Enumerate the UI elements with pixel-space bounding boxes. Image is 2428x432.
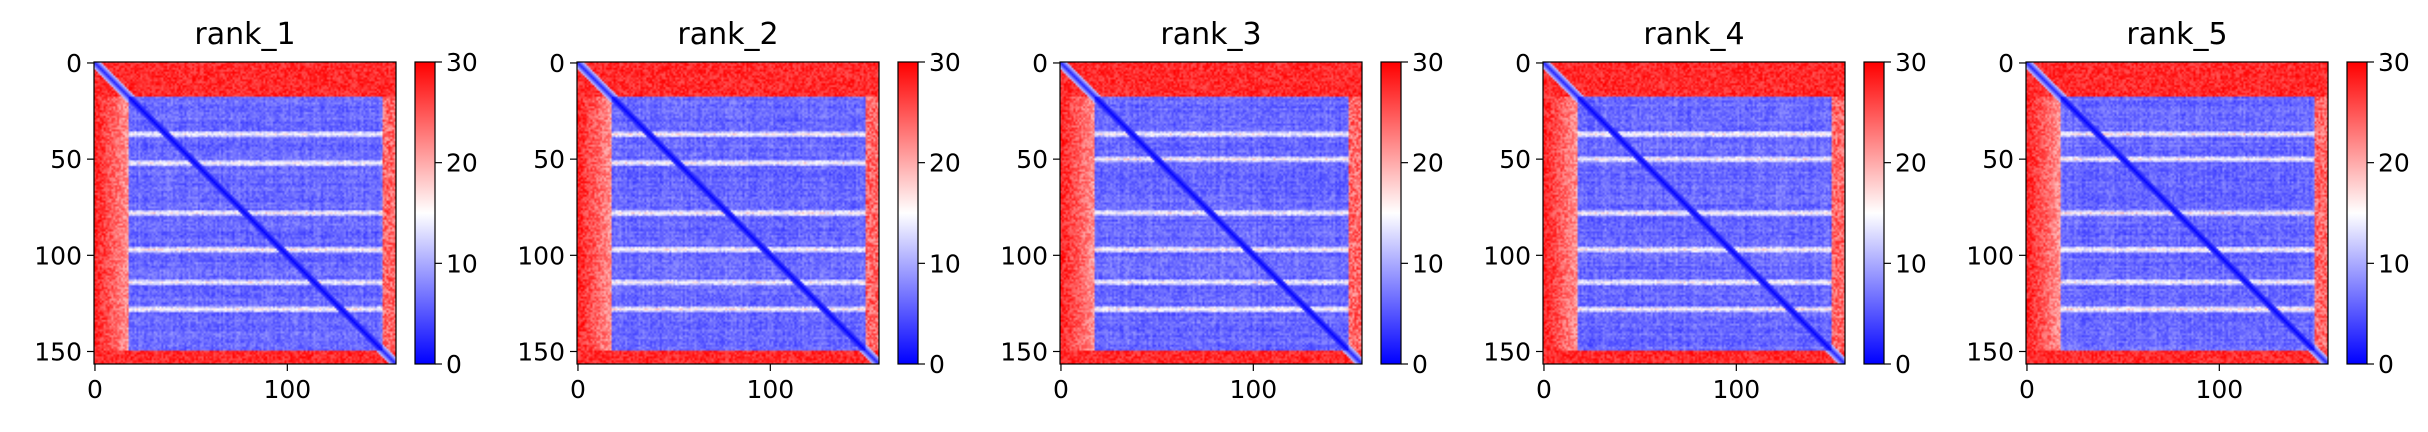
colorbar xyxy=(414,61,436,365)
colorbar-tick-label: 10 xyxy=(929,249,961,278)
x-tick-label: 0 xyxy=(1053,375,1069,404)
y-tick-label: 50 xyxy=(1016,145,1048,174)
colorbar-tick-label: 10 xyxy=(2378,249,2410,278)
y-tick-label: 0 xyxy=(1032,49,1048,78)
colorbar-tick-label: 20 xyxy=(2378,149,2410,178)
chart-title: rank_2 xyxy=(677,17,778,52)
y-tick-label: 0 xyxy=(66,49,82,78)
axes-frame xyxy=(1542,61,1846,365)
colorbar-tick-label: 30 xyxy=(2378,48,2410,77)
y-tick-label: 0 xyxy=(549,49,565,78)
colorbar-tick-label: 10 xyxy=(1895,249,1927,278)
y-tick-label: 100 xyxy=(1483,241,1531,270)
y-tick-label: 50 xyxy=(50,145,82,174)
colorbar xyxy=(1863,61,1885,365)
chart-title: rank_3 xyxy=(1160,17,1261,52)
heatmap-image xyxy=(1060,62,1362,364)
x-tick-label: 100 xyxy=(2195,375,2243,404)
axes-frame xyxy=(576,61,880,365)
y-tick-label: 150 xyxy=(1000,337,1048,366)
x-tick-label: 100 xyxy=(1712,375,1760,404)
y-tick-label: 50 xyxy=(1982,145,2014,174)
colorbar-tick-label: 30 xyxy=(1895,48,1927,77)
heatmap-image xyxy=(577,62,879,364)
y-tick-label: 100 xyxy=(34,241,82,270)
y-tick-label: 100 xyxy=(1966,241,2014,270)
y-tick-label: 150 xyxy=(1483,337,1531,366)
y-tick-label: 50 xyxy=(533,145,565,174)
axes-frame xyxy=(1059,61,1363,365)
y-tick-label: 150 xyxy=(34,337,82,366)
heatmap-image xyxy=(94,62,396,364)
x-tick-label: 100 xyxy=(746,375,794,404)
colorbar-tick-label: 30 xyxy=(1412,48,1444,77)
chart-title: rank_5 xyxy=(2126,17,2227,52)
colorbar-tick-label: 30 xyxy=(446,48,478,77)
x-tick-label: 0 xyxy=(570,375,586,404)
colorbar-tick-label: 20 xyxy=(1412,149,1444,178)
axes-frame xyxy=(2025,61,2329,365)
colorbar-tick-label: 0 xyxy=(1895,350,1911,379)
axes-frame xyxy=(93,61,397,365)
colorbar-tick-label: 0 xyxy=(929,350,945,379)
x-tick-label: 100 xyxy=(263,375,311,404)
chart-title: rank_1 xyxy=(194,17,295,52)
chart-title: rank_4 xyxy=(1643,17,1744,52)
y-tick-label: 150 xyxy=(517,337,565,366)
x-tick-label: 100 xyxy=(1229,375,1277,404)
colorbar-tick-label: 0 xyxy=(1412,350,1428,379)
colorbar-tick-label: 10 xyxy=(1412,249,1444,278)
y-tick-label: 50 xyxy=(1499,145,1531,174)
colorbar-tick-label: 20 xyxy=(929,149,961,178)
heatmap-image xyxy=(1543,62,1845,364)
colorbar-tick-label: 10 xyxy=(446,249,478,278)
colorbar xyxy=(897,61,919,365)
colorbar-tick-label: 0 xyxy=(2378,350,2394,379)
colorbar-tick-label: 20 xyxy=(446,149,478,178)
colorbar-tick-label: 0 xyxy=(446,350,462,379)
x-tick-label: 0 xyxy=(87,375,103,404)
y-tick-label: 0 xyxy=(1515,49,1531,78)
x-tick-label: 0 xyxy=(1536,375,1552,404)
colorbar-tick-label: 20 xyxy=(1895,149,1927,178)
heatmap-image xyxy=(2026,62,2328,364)
x-tick-label: 0 xyxy=(2019,375,2035,404)
y-tick-label: 100 xyxy=(1000,241,1048,270)
colorbar xyxy=(1380,61,1402,365)
y-tick-label: 0 xyxy=(1998,49,2014,78)
colorbar xyxy=(2346,61,2368,365)
y-tick-label: 150 xyxy=(1966,337,2014,366)
colorbar-tick-label: 30 xyxy=(929,48,961,77)
y-tick-label: 100 xyxy=(517,241,565,270)
